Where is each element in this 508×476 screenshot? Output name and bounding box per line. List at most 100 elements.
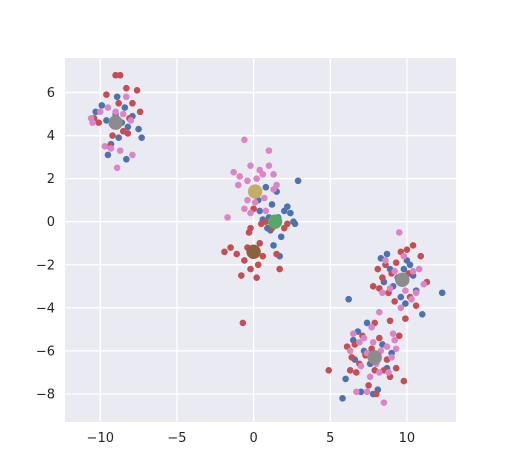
data-point — [363, 388, 371, 396]
data-point — [124, 123, 132, 131]
data-point — [342, 375, 349, 383]
data-point — [109, 132, 116, 139]
data-point — [101, 143, 109, 150]
data-point — [379, 274, 386, 281]
data-point — [395, 229, 403, 236]
data-point — [402, 287, 409, 294]
data-point — [123, 93, 130, 101]
x-axis-ticks: −10 −5 0 5 10 — [87, 431, 416, 446]
y-tick-label: −2 — [36, 258, 55, 273]
data-point — [112, 71, 119, 79]
centroid-marker — [267, 214, 283, 229]
data-point — [98, 102, 106, 109]
data-point — [395, 332, 403, 340]
y-tick-label: −8 — [36, 388, 55, 403]
data-point — [112, 108, 119, 116]
data-point — [256, 166, 264, 174]
centroid-marker — [108, 115, 123, 130]
data-point — [239, 319, 247, 327]
data-point — [261, 194, 268, 202]
data-point — [264, 224, 271, 232]
data-point — [133, 87, 141, 94]
data-point — [116, 71, 124, 79]
data-point — [244, 196, 251, 204]
data-point — [409, 267, 417, 275]
data-point — [392, 345, 400, 353]
data-point — [372, 390, 380, 398]
data-point — [103, 117, 110, 124]
data-point — [383, 343, 391, 350]
data-point — [420, 280, 428, 288]
data-point — [119, 110, 127, 118]
data-point — [124, 130, 132, 137]
data-point — [135, 125, 142, 133]
data-point — [365, 382, 372, 389]
data-point — [380, 399, 388, 406]
data-point — [400, 252, 408, 260]
data-point — [392, 259, 400, 266]
data-point — [294, 177, 302, 185]
data-point — [247, 265, 254, 273]
data-point — [253, 175, 260, 182]
data-point — [402, 300, 409, 307]
data-point — [265, 147, 273, 154]
data-point — [230, 168, 237, 176]
data-point — [262, 218, 270, 225]
data-point — [95, 119, 103, 126]
data-point — [136, 108, 144, 116]
data-point — [89, 119, 96, 126]
data-point — [386, 317, 394, 325]
data-point — [397, 293, 405, 301]
centroid-marker — [246, 244, 261, 260]
data-point — [412, 289, 420, 297]
centroid-marker — [367, 350, 382, 365]
data-point — [270, 242, 277, 249]
data-point — [236, 173, 244, 180]
data-point — [284, 203, 291, 210]
data-point — [376, 369, 383, 376]
data-point — [383, 250, 391, 258]
data-point — [221, 248, 228, 256]
data-point — [247, 162, 254, 169]
y-tick-label: 0 — [47, 215, 55, 230]
data-point — [138, 134, 145, 141]
data-point — [391, 267, 398, 275]
data-point — [234, 181, 242, 189]
data-point — [224, 214, 231, 221]
data-point — [253, 274, 260, 281]
data-point — [284, 220, 291, 228]
data-point — [251, 199, 259, 206]
y-tick-label: −6 — [36, 344, 55, 359]
x-tick-label: 5 — [326, 431, 334, 446]
data-point — [241, 257, 248, 264]
data-point — [418, 311, 426, 318]
data-point — [247, 209, 254, 217]
data-point — [115, 99, 122, 107]
data-point — [346, 347, 354, 355]
data-point — [104, 104, 112, 111]
data-point — [241, 136, 248, 144]
data-point — [397, 304, 405, 312]
x-tick-label: −10 — [87, 431, 114, 446]
y-axis-ticks: −8 −6 −4 −2 0 2 4 6 — [36, 86, 55, 403]
data-point — [262, 183, 270, 191]
data-point — [339, 395, 346, 402]
data-point — [287, 209, 294, 217]
data-point — [392, 364, 400, 372]
x-tick-label: 10 — [399, 431, 416, 446]
data-point — [409, 242, 417, 249]
data-point — [386, 285, 394, 292]
data-point — [92, 108, 99, 116]
data-point — [353, 388, 360, 396]
data-point — [402, 315, 409, 322]
y-tick-label: −4 — [36, 301, 55, 316]
data-point — [123, 155, 130, 163]
data-point — [438, 289, 446, 297]
data-point — [346, 367, 354, 374]
y-tick-label: 4 — [47, 129, 55, 144]
data-point — [357, 362, 365, 370]
data-point — [129, 151, 136, 159]
data-point — [127, 117, 135, 124]
data-point — [270, 186, 277, 193]
